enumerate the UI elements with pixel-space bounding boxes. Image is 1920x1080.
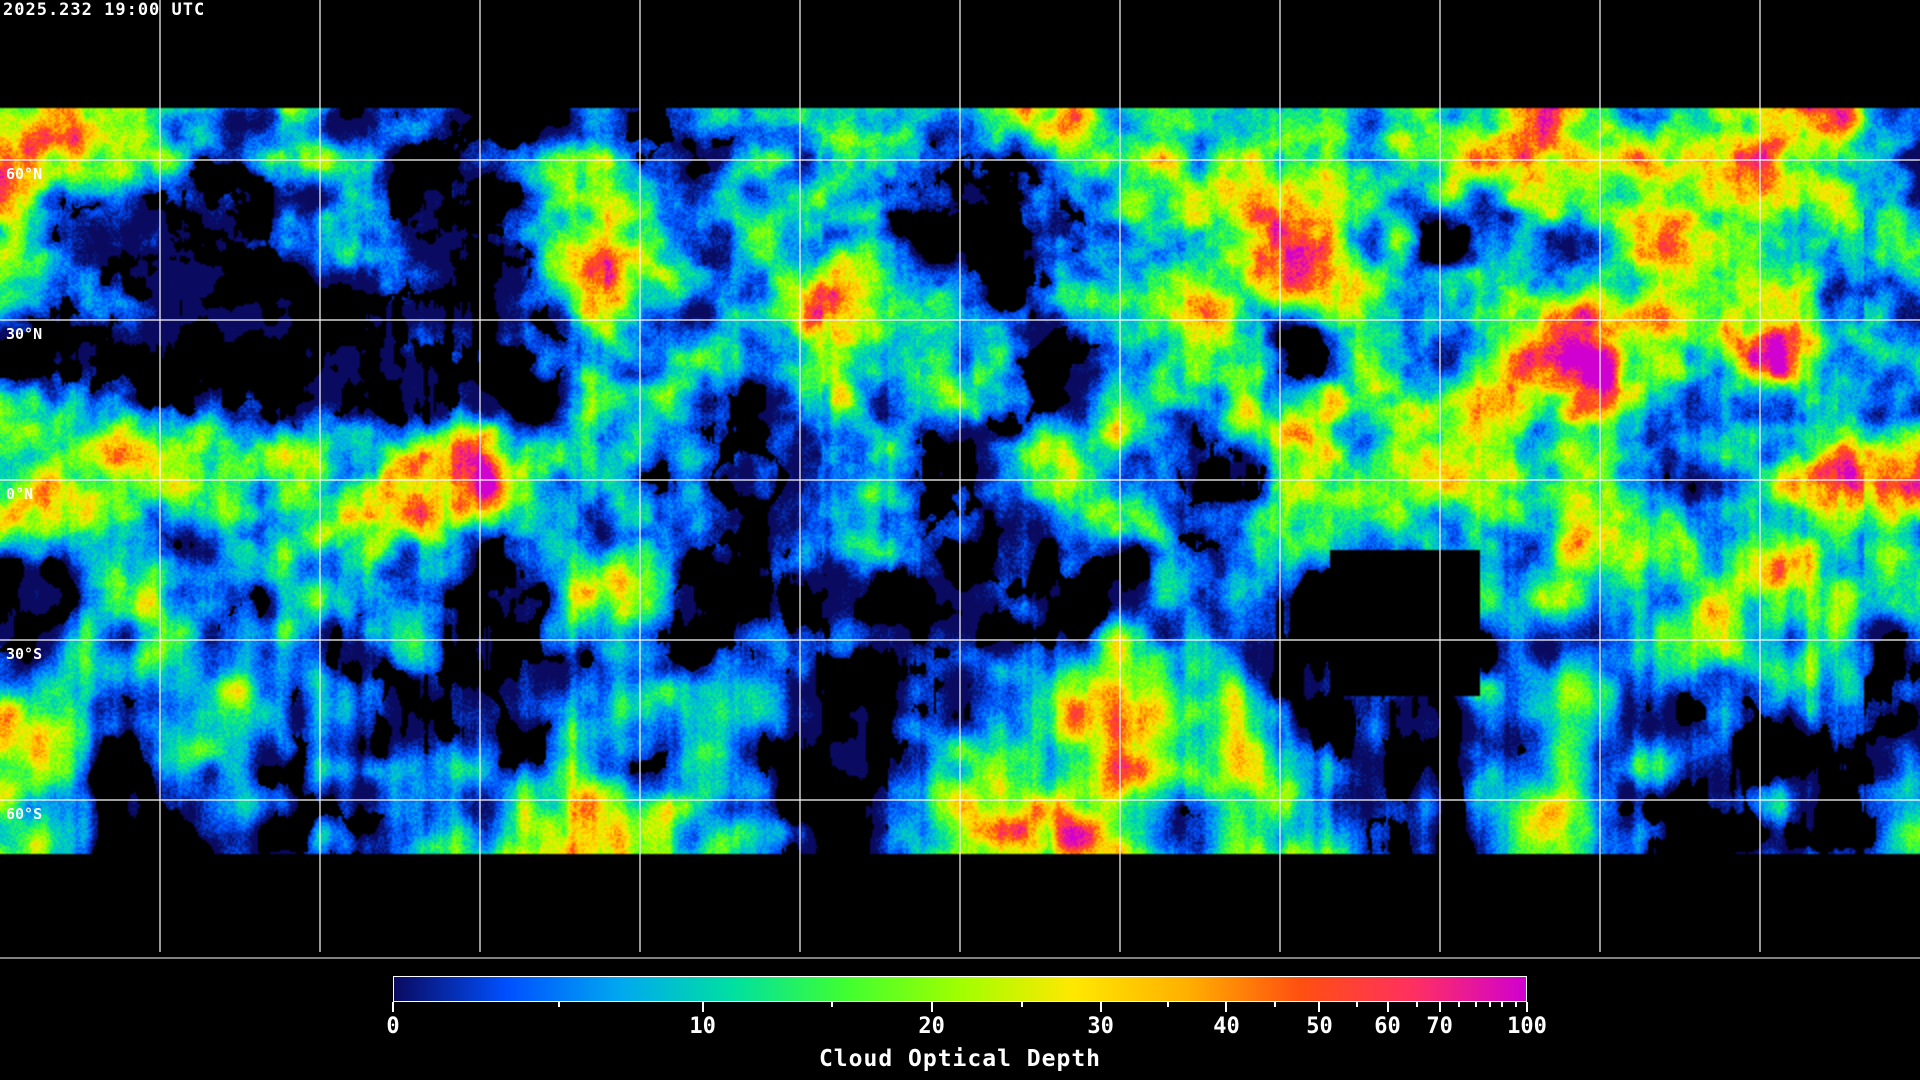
colorbar-major-tick	[1099, 1002, 1102, 1012]
colorbar-tick-label: 30	[1087, 1014, 1114, 1039]
colorbar-minor-tick	[1488, 1002, 1491, 1007]
colorbar-tick-label: 100	[1507, 1014, 1547, 1039]
colorbar-minor-tick	[1021, 1002, 1024, 1007]
colorbar-minor-tick	[1514, 1002, 1517, 1007]
lat-label-60s: 60°S	[6, 805, 43, 823]
colorbar-minor-tick	[1501, 1002, 1504, 1007]
lat-label-30s: 30°S	[6, 645, 43, 663]
colorbar-major-tick	[1225, 1002, 1228, 1012]
colorbar-tick-label: 0	[386, 1014, 400, 1039]
colorbar-major-tick	[1526, 1002, 1528, 1012]
colorbar-major-tick	[701, 1002, 704, 1012]
colorbar-major-tick	[930, 1002, 933, 1012]
colorbar-tick-label: 60	[1374, 1014, 1401, 1039]
colorbar-minor-tick	[1474, 1002, 1477, 1007]
colorbar-major-tick	[1438, 1002, 1441, 1012]
colorbar-tick-label: 70	[1426, 1014, 1453, 1039]
colorbar-minor-tick	[1457, 1002, 1460, 1007]
colorbar	[393, 976, 1527, 1002]
colorbar-minor-tick	[1274, 1002, 1277, 1007]
lat-label-60n: 60°N	[6, 165, 43, 183]
lat-label-30n: 30°N	[6, 325, 43, 343]
colorbar-tick-label: 40	[1213, 1014, 1240, 1039]
colorbar-major-tick	[1386, 1002, 1389, 1012]
colorbar-tick-label: 50	[1306, 1014, 1333, 1039]
colorbar-title: Cloud Optical Depth	[818, 1046, 1102, 1072]
colorbar-minor-tick	[1355, 1002, 1358, 1007]
colorbar-minor-tick	[830, 1002, 833, 1007]
colorbar-minor-tick	[1166, 1002, 1169, 1007]
timestamp: 2025.232 19:00 UTC	[3, 0, 206, 20]
colorbar-major-tick	[1318, 1002, 1321, 1012]
lat-label-equator: 0°N	[6, 485, 34, 503]
colorbar-major-tick	[392, 1002, 394, 1012]
lat-lon-grid	[0, 0, 1920, 959]
colorbar-minor-tick	[1416, 1002, 1418, 1007]
colorbar-tick-label: 10	[689, 1014, 716, 1039]
colorbar-tick-label: 20	[918, 1014, 945, 1039]
colorbar-minor-tick	[557, 1002, 560, 1007]
